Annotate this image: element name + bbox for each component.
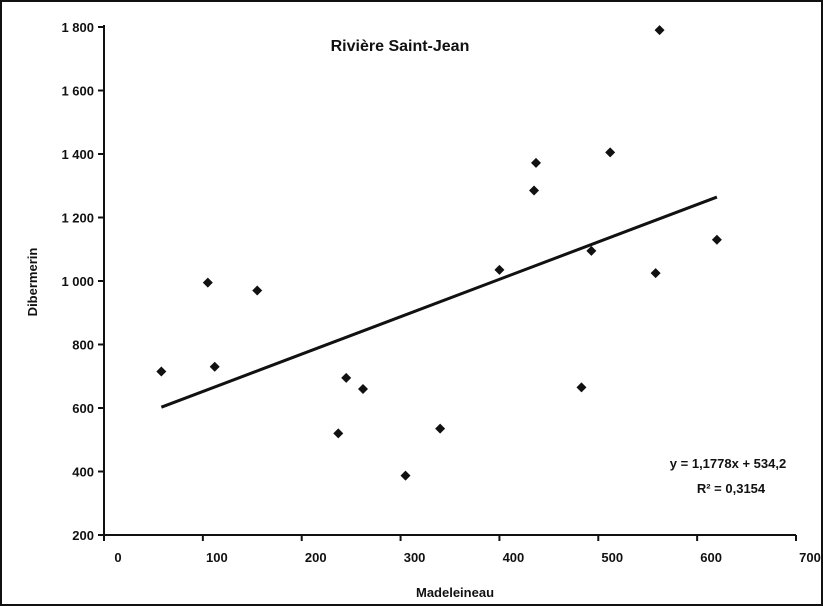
data-point — [358, 383, 369, 394]
data-point — [576, 382, 587, 393]
data-point — [605, 147, 616, 158]
data-point — [333, 428, 344, 439]
x-tick-label: 700 — [799, 550, 821, 565]
data-point — [531, 157, 542, 168]
y-tick-label: 1 400 — [61, 147, 94, 162]
y-tick-label: 400 — [72, 465, 94, 480]
chart-title: Rivière Saint-Jean — [331, 38, 470, 55]
y-tick-label: 1 800 — [61, 20, 94, 35]
data-point — [529, 185, 540, 196]
x-tick-label: 600 — [700, 550, 722, 565]
data-point — [586, 245, 597, 256]
data-point — [202, 277, 213, 288]
trendline-equation: y = 1,1778x + 534,2 — [670, 456, 786, 471]
data-points — [156, 25, 722, 481]
data-point — [209, 361, 220, 372]
y-tick-label: 800 — [72, 338, 94, 353]
data-point — [650, 268, 661, 279]
y-tick-label: 1 600 — [61, 84, 94, 99]
data-point — [400, 470, 411, 481]
x-tick-label: 0 — [114, 550, 121, 565]
x-tick-label: 500 — [601, 550, 623, 565]
data-point — [435, 423, 446, 434]
x-tick-label: 100 — [206, 550, 228, 565]
y-tick-label: 1 000 — [61, 274, 94, 289]
trendline-group — [160, 195, 718, 409]
axes: 200 400 600 800 1 000 1 200 1 400 1 600 1 800 0 10… — [61, 20, 820, 565]
data-point — [252, 285, 263, 296]
y-tick-label: 200 — [72, 528, 94, 543]
x-axis-label: Madeleineau — [416, 585, 494, 600]
data-point — [156, 366, 167, 377]
y-tick-label: 600 — [72, 401, 94, 416]
y-axis-label: Dibermerin — [25, 248, 40, 317]
x-tick-label: 300 — [404, 550, 426, 565]
data-point — [494, 264, 505, 275]
y-tick-label: 1 200 — [61, 211, 94, 226]
data-point — [654, 25, 665, 36]
data-point — [341, 372, 352, 383]
trendline — [160, 195, 718, 409]
r-squared-label: R² = 0,3154 — [697, 481, 766, 496]
data-point — [711, 234, 722, 245]
x-tick-label: 200 — [305, 550, 327, 565]
x-tick-label: 400 — [503, 550, 525, 565]
